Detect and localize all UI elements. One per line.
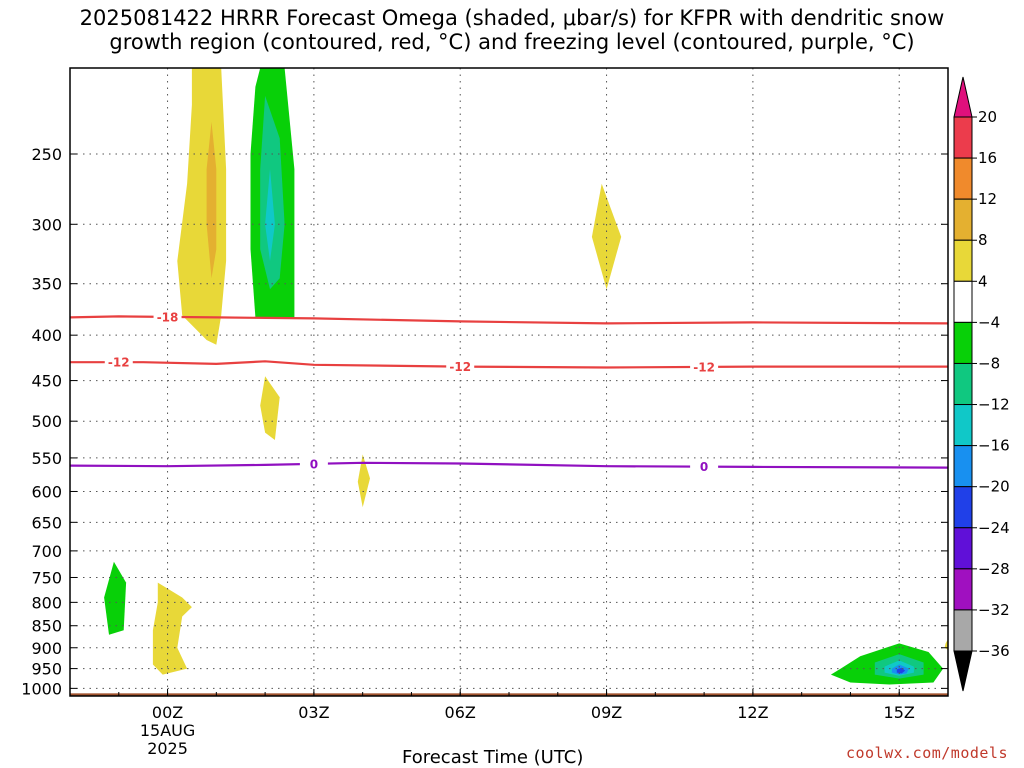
omega-region-0: [177, 68, 227, 345]
omega-region-15: [944, 639, 948, 650]
y-axis: 250 300 350 400 450 500 550 600 650 700 750 800 850 9…: [21, 145, 948, 698]
colorbar-bin-1: [953, 157, 973, 200]
colorbar-bin-0: [953, 116, 973, 159]
y-tick-label-1000: 1000: [21, 679, 62, 698]
x-tick-label-15: 15Z: [884, 703, 915, 722]
colorbar-bin-8: [953, 445, 973, 488]
colorbar-label-3: 8: [978, 231, 988, 249]
chart-title: 2025081422 HRRR Forecast Omega (shaded, …: [0, 6, 1024, 54]
contour-label-1-1: -12: [449, 360, 471, 374]
contour-label-bg-0-0: [153, 309, 182, 324]
y-tick-label-550: 550: [31, 449, 62, 468]
y-tick-label-650: 650: [31, 513, 62, 532]
colorbar-label-11: −28: [978, 560, 1010, 578]
omega-region-4: [265, 169, 275, 261]
y-tick-label-350: 350: [31, 275, 62, 294]
x-tick-label-12: 12Z: [737, 703, 768, 722]
y-tick-label-700: 700: [31, 542, 62, 561]
contour-label-2-1: 0: [700, 460, 708, 474]
x-tick-label-0: 00Z: [152, 703, 183, 722]
y-tick-label-750: 750: [31, 568, 62, 587]
colorbar-label-0: 20: [978, 108, 997, 126]
contour-line-0: [70, 315, 948, 325]
contour-label-2-0: 0: [310, 457, 318, 471]
contour-label-1-0: -12: [108, 356, 130, 370]
contour-label-1-2: -12: [693, 360, 715, 374]
colorbar-bin-5: [953, 321, 973, 364]
colorbar-label-9: −20: [978, 478, 1010, 496]
colorbar-bin-6: [953, 362, 973, 406]
colorbar-label-8: −16: [978, 437, 1010, 455]
x-tick-label-9: 09Z: [591, 703, 622, 722]
colorbar-bin-10: [953, 527, 973, 570]
omega-region-14: [896, 667, 906, 674]
colorbar-label-10: −24: [978, 519, 1010, 537]
colorbar-bin-4: [953, 280, 973, 323]
colorbar-bin-7: [953, 404, 973, 447]
contour-label-bg-2-0: [299, 456, 328, 471]
chart-title-line1: 2025081422 HRRR Forecast Omega (shaded, …: [79, 6, 945, 30]
contour-label-bg-1-2: [690, 359, 719, 374]
credit-text: coolwx.com/models: [845, 744, 1008, 762]
contour-line-1: [70, 360, 948, 369]
y-tick-label-600: 600: [31, 482, 62, 501]
contour-label-bg-2-1: [690, 459, 719, 474]
colorbar-bin-11: [953, 568, 973, 611]
colorbar-label-2: 12: [978, 190, 997, 208]
y-tick-label-800: 800: [31, 593, 62, 612]
omega-region-7: [357, 454, 370, 508]
omega-region-8: [104, 561, 127, 635]
y-tick-label-450: 450: [31, 372, 62, 391]
contour-label-bg-1-0: [104, 355, 133, 370]
omega-region-6: [260, 376, 280, 440]
omega-region-9: [152, 582, 192, 675]
x-tick-sublabel-date: 15AUG: [140, 721, 195, 740]
x-tick-label-3: 03Z: [298, 703, 329, 722]
y-tick-label-900: 900: [31, 639, 62, 658]
colorbar-below-triangle: [953, 650, 973, 692]
grid-layer: [70, 68, 948, 696]
colorbar-label-7: −12: [978, 396, 1010, 414]
y-tick-label-400: 400: [31, 326, 62, 345]
colorbar-bin-12: [953, 609, 973, 652]
omega-region-5: [591, 183, 622, 290]
colorbar-bin-2: [953, 198, 973, 241]
colorbar: 20 16 12 8 4 −4 −8 −12 −16 −20 −24 −28 −32 −36: [953, 76, 1010, 692]
y-tick-label-500: 500: [31, 412, 62, 431]
colorbar-label-6: −8: [978, 354, 1000, 372]
contour-layer: -18 -12 -12 -12 0 0: [70, 309, 948, 474]
omega-shading-layer: [104, 68, 948, 685]
x-axis-label: Forecast Time (UTC): [402, 747, 584, 768]
colorbar-label-12: −32: [978, 601, 1010, 619]
contour-line-2: [70, 461, 948, 469]
colorbar-bin-9: [953, 486, 973, 529]
colorbar-above-triangle: [953, 76, 973, 118]
chart-title-line2: growth region (contoured, red, °C) and f…: [109, 30, 915, 54]
x-tick-label-6: 06Z: [445, 703, 476, 722]
y-tick-label-950: 950: [31, 660, 62, 679]
colorbar-label-13: −36: [978, 642, 1010, 660]
colorbar-label-1: 16: [978, 149, 997, 167]
contour-label-bg-1-1: [446, 359, 475, 374]
y-tick-label-250: 250: [31, 145, 62, 164]
omega-region-3: [260, 95, 285, 290]
y-tick-label-300: 300: [31, 215, 62, 234]
contour-label-0-0: -18: [157, 310, 179, 324]
omega-region-1: [206, 121, 217, 279]
colorbar-bin-3: [953, 239, 973, 282]
colorbar-label-5: −4: [978, 313, 1000, 331]
y-tick-label-850: 850: [31, 617, 62, 636]
x-tick-sublabel-year: 2025: [147, 739, 188, 758]
colorbar-label-4: 4: [978, 272, 988, 290]
